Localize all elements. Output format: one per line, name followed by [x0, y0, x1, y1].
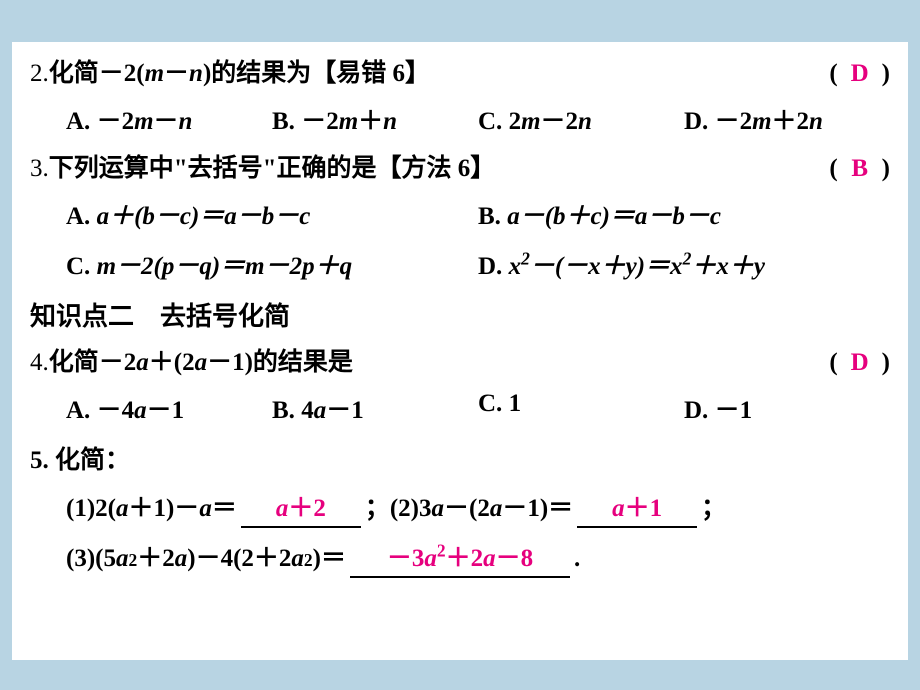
- q5-p2-answer: a＋1: [577, 488, 697, 528]
- q2-options: A. －2m－n B. －2m＋n C. 2m－2n D. －2m＋2n: [66, 101, 890, 137]
- q5-p3-answer: －3a2＋2a－8: [350, 538, 570, 578]
- q5-text: 化简：: [55, 447, 130, 474]
- q3-opt-b: B. a－(b＋c)＝a－b－c: [478, 196, 890, 232]
- section-2-title: 知识点二 去括号化简: [30, 296, 890, 333]
- q3-number: 3.: [30, 151, 49, 186]
- q4-opt-d: D. －1: [684, 390, 890, 426]
- question-2: 2. 化简－2(m－n)的结果为【易错 6】 ( D ): [30, 56, 890, 91]
- q4-answer-slot: ( D ): [829, 345, 890, 380]
- q2-opt-b: B. －2m＋n: [272, 101, 478, 137]
- q5-p1-answer: a＋2: [241, 488, 361, 528]
- worksheet-page: 2. 化简－2(m－n)的结果为【易错 6】 ( D ) A. －2m－n B.…: [12, 42, 908, 660]
- q2-answer: D: [846, 56, 874, 91]
- q3-answer: B: [846, 151, 874, 186]
- q3-text: 下列运算中"去括号"正确的是【方法 6】: [49, 151, 496, 186]
- q2-opt-d: D. －2m＋2n: [684, 101, 890, 137]
- question-4: 4. 化简－2a＋(2a－1)的结果是 ( D ): [30, 345, 890, 380]
- q3-answer-slot: ( B ): [829, 151, 890, 186]
- q3-opt-d: D. x2－(－x＋y)＝x2＋x＋y: [478, 246, 890, 282]
- q3-opt-c: C. m－2(p－q)＝m－2p＋q: [66, 246, 478, 282]
- q2-answer-slot: ( D ): [829, 56, 890, 91]
- q5-part-3: (3)(5a2＋2a)－4(2＋2a2)＝ －3a2＋2a－8 .: [66, 538, 890, 578]
- question-3: 3. 下列运算中"去括号"正确的是【方法 6】 ( B ): [30, 151, 890, 186]
- q4-number: 4.: [30, 345, 49, 380]
- q2-opt-c: C. 2m－2n: [478, 101, 684, 137]
- q2-opt-a: A. －2m－n: [66, 101, 272, 137]
- q4-opt-c: C. 1: [478, 390, 684, 426]
- q5-parts-1-2: (1)2(a＋1)－a＝ a＋2 ； (2)3a－(2a－1)＝ a＋1 ；: [66, 488, 890, 528]
- q2-number: 2.: [30, 56, 49, 91]
- q2-text: 化简－2(m－n)的结果为【易错 6】: [49, 56, 430, 91]
- question-5: 5. 化简：: [30, 440, 890, 476]
- q4-options: A. －4a－1 B. 4a－1 C. 1 D. －1: [66, 390, 890, 426]
- q5-number: 5.: [30, 447, 49, 474]
- q4-opt-a: A. －4a－1: [66, 390, 272, 426]
- q3-options-row1: A. a＋(b－c)＝a－b－c B. a－(b＋c)＝a－b－c: [66, 196, 890, 232]
- q3-opt-a: A. a＋(b－c)＝a－b－c: [66, 196, 478, 232]
- q4-answer: D: [846, 345, 874, 380]
- q4-text: 化简－2a＋(2a－1)的结果是: [49, 345, 353, 380]
- q4-opt-b: B. 4a－1: [272, 390, 478, 426]
- q3-options-row2: C. m－2(p－q)＝m－2p＋q D. x2－(－x＋y)＝x2＋x＋y: [66, 246, 890, 282]
